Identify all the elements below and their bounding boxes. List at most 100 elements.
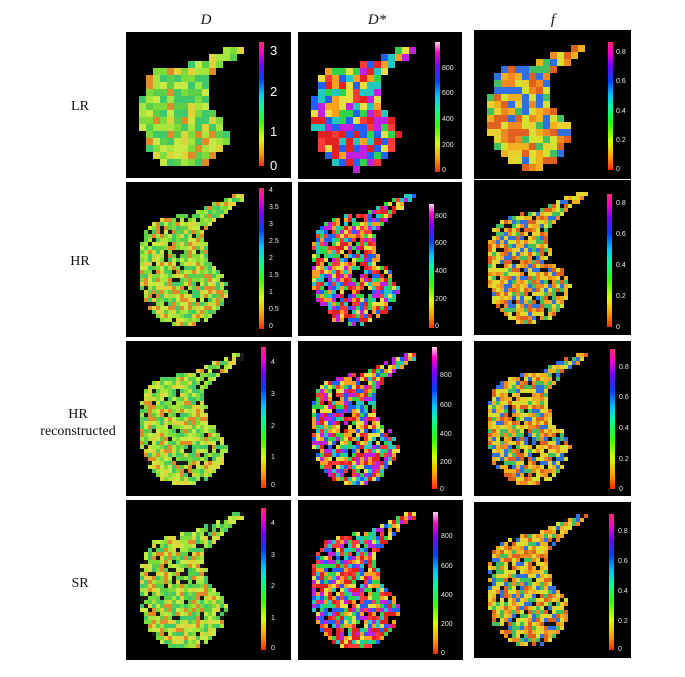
colorbar-tick: 0.8 [616,200,626,207]
colorbar-tick: 0.4 [616,108,626,115]
colorbar-tick: 800 [440,372,452,379]
colorbar-tick: 3.5 [269,204,279,211]
colorbar-tick: 0 [442,167,446,174]
colorbar-Dstar-HR [429,204,434,328]
row-label-sr: SR [71,576,89,591]
colorbar-D-LR [259,42,264,166]
map-panel-D-SR: 4 3 2 1 0 [126,500,291,660]
map-panel-D-HR: 4 3.5 3 2.5 2 1.5 1 0.5 0 [126,182,292,337]
colorbar-tick: 0 [271,645,275,652]
colorbar-Dstar-LR [435,42,440,172]
colorbar-tick: 400 [442,116,454,123]
colorbar-tick: 3 [269,221,273,228]
colorbar-tick: 400 [435,268,447,275]
map-panel-f-HRrec: 0.8 0.6 0.4 0.2 0 [474,341,631,496]
colorbar-tick: 1 [269,289,273,296]
parametric-map-image [488,192,588,324]
row-label-hr-reconstructed: HR reconstructed [40,407,116,439]
colorbar-tick: 3 [271,552,275,559]
parametric-map-image [311,47,416,173]
column-header-D: D [200,12,212,28]
colorbar-tick: 0.4 [618,588,628,595]
colorbar-tick: 600 [435,240,447,247]
colorbar-tick: 2.5 [269,238,279,245]
colorbar-tick: 1 [271,454,275,461]
parametric-map-image [488,514,588,646]
parametric-map-image [312,353,416,485]
colorbar-tick: 0.6 [616,231,626,238]
parametric-map-image [139,47,244,166]
map-panel-f-SR: 0.8 0.6 0.4 0.2 0 [474,502,631,658]
colorbar-tick: 2 [269,255,273,262]
row-label-hr: HR [70,254,90,269]
colorbar-tick: 200 [440,459,452,466]
colorbar-tick: 600 [441,563,453,570]
colorbar-tick: 0 [616,324,620,331]
colorbar-tick: 0 [440,486,444,493]
colorbar-Dstar-SR [433,512,438,654]
colorbar-f-HR [607,194,612,327]
colorbar-tick: 800 [435,213,447,220]
map-panel-Dstar-HR: 800 600 400 200 0 [298,182,462,336]
colorbar-tick: 400 [441,592,453,599]
colorbar-tick: 0 [271,482,275,489]
colorbar-tick: 400 [440,431,452,438]
colorbar-tick: 2 [270,84,278,99]
colorbar-tick: 0.4 [619,425,629,432]
colorbar-D-SR [261,508,266,650]
colorbar-tick: 4 [271,520,275,527]
colorbar-f-SR [609,514,614,650]
colorbar-tick: 0.8 [616,49,626,56]
parametric-map-image [312,512,416,648]
map-panel-D-HRrec: 4 3 2 1 0 [126,341,291,496]
colorbar-tick: 2 [271,583,275,590]
map-panel-f-LR: 0.8 0.6 0.4 0.2 0 [474,30,631,179]
colorbar-tick: 200 [435,296,447,303]
colorbar-f-LR [608,42,613,170]
colorbar-tick: 3 [270,43,278,58]
colorbar-tick: 200 [441,621,453,628]
colorbar-tick: 0 [618,646,622,653]
parametric-map-image [140,353,244,485]
colorbar-Dstar-HRrec [432,347,437,489]
colorbar-tick: 1.5 [269,272,279,279]
column-header-f: f [550,12,556,28]
colorbar-D-HRrec [261,347,266,488]
colorbar-tick: 0 [270,158,278,173]
colorbar-tick: 0.2 [616,293,626,300]
colorbar-tick: 0.2 [619,456,629,463]
colorbar-tick: 800 [441,533,453,540]
colorbar-D-HR [259,188,264,329]
colorbar-tick: 600 [440,402,452,409]
column-header-Dstar: D* [367,12,387,28]
colorbar-tick: 0.6 [618,558,628,565]
map-panel-Dstar-HRrec: 800 600 400 200 0 [298,341,462,496]
colorbar-tick: 0.8 [618,528,628,535]
colorbar-tick: 600 [442,90,454,97]
colorbar-tick: 0.5 [269,306,279,313]
colorbar-tick: 4 [269,187,273,194]
colorbar-tick: 0.6 [619,394,629,401]
colorbar-tick: 0.4 [616,262,626,269]
colorbar-tick: 4 [271,359,275,366]
colorbar-tick: 0.2 [618,618,628,625]
colorbar-tick: 0.2 [616,137,626,144]
parametric-map-image [140,512,244,648]
row-label-lr: LR [71,99,89,114]
map-panel-Dstar-SR: 800 600 400 200 0 [298,500,463,660]
colorbar-tick: 1 [270,124,278,139]
colorbar-tick: 1 [271,615,275,622]
colorbar-tick: 0 [435,323,439,330]
map-panel-Dstar-LR: 800 600 400 200 0 [298,32,462,179]
colorbar-f-HRrec [610,349,615,489]
colorbar-tick: 0 [619,486,623,493]
colorbar-tick: 0 [441,650,445,657]
parametric-map-image [312,194,416,326]
colorbar-tick: 800 [442,65,454,72]
colorbar-tick: 2 [271,423,275,430]
map-panel-f-HR: 0.8 0.6 0.4 0.2 0 [474,180,631,335]
parametric-map-image [487,45,585,171]
parametric-map-image [140,194,244,326]
parametric-map-image [488,353,588,485]
colorbar-tick: 3 [271,391,275,398]
